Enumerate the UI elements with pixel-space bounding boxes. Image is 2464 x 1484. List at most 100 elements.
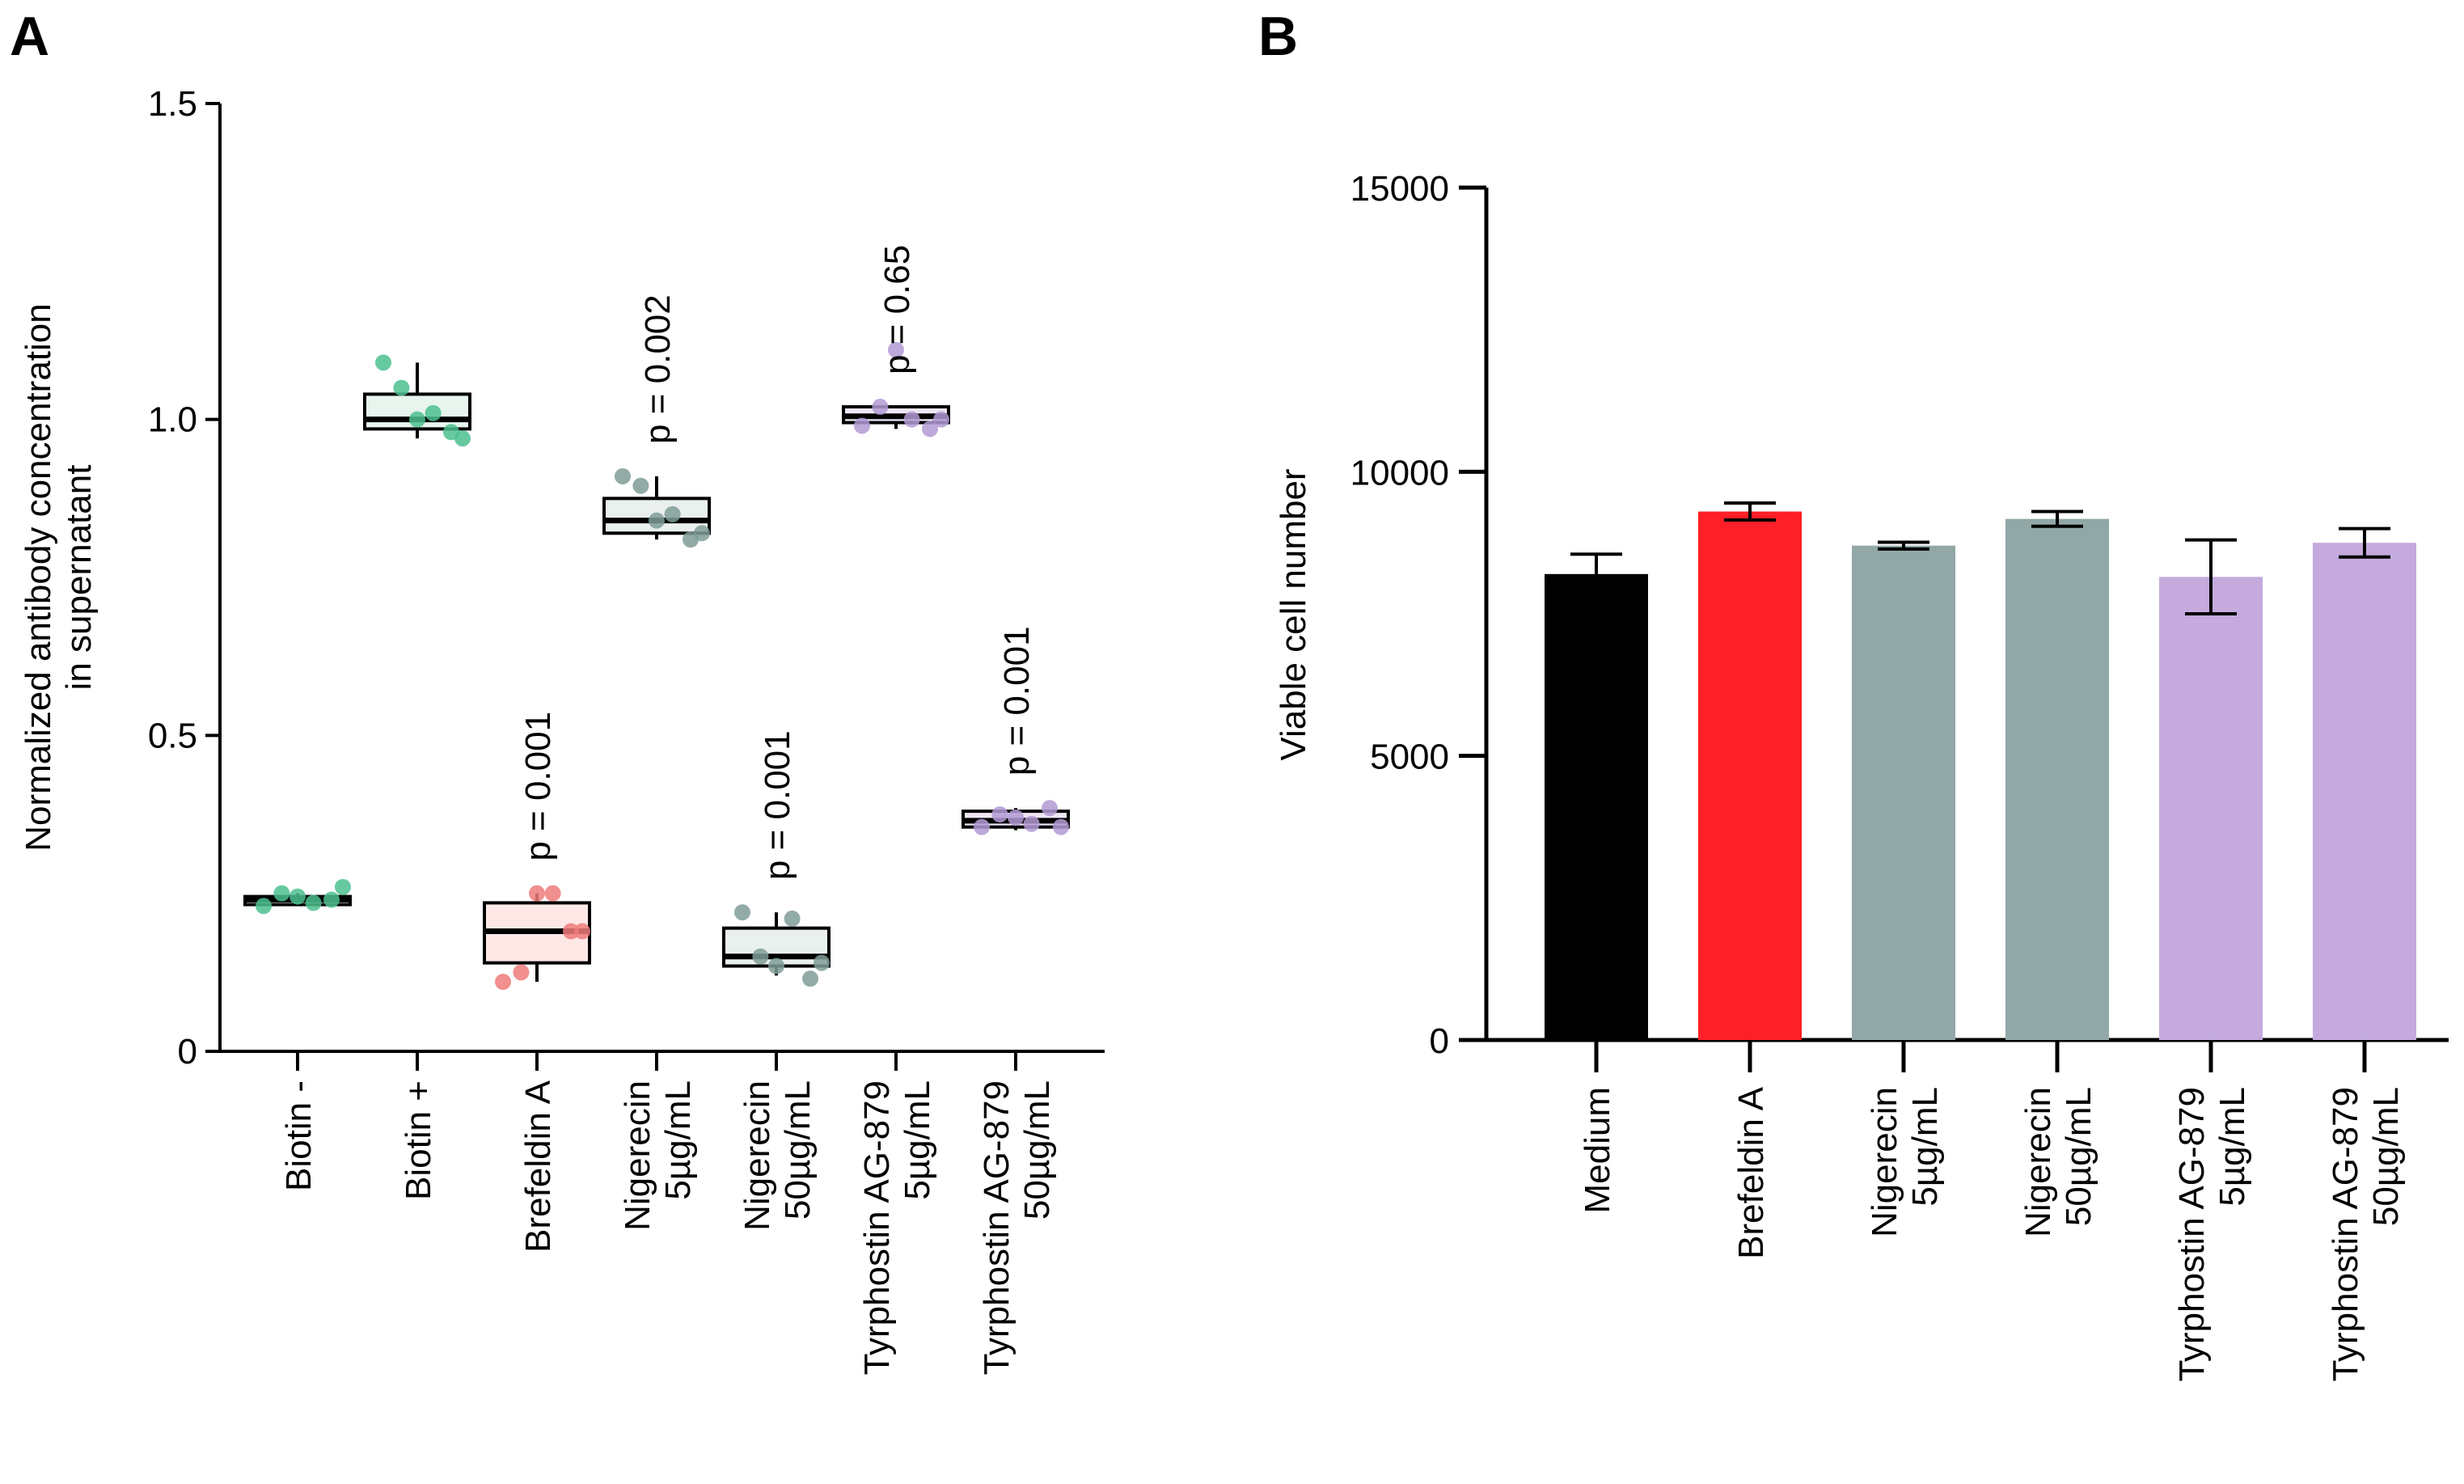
data-point [375,354,391,371]
data-point [323,891,340,908]
panel-letter-b: B [1258,6,1298,67]
data-point [632,477,649,494]
category-label-line: 50µg/mL [778,1080,818,1220]
p-value-label: p = 0.001 [997,626,1037,776]
category-label: Nigerecin50µg/mL [2018,1087,2098,1237]
category-label-line: Medium [1578,1087,1617,1214]
data-point [529,885,545,902]
bar [2005,518,2109,1040]
y-tick-label: 1.0 [148,400,197,440]
data-point [664,505,681,522]
data-point [409,411,425,428]
category-label: Brefeldin A [518,1080,558,1252]
data-point [273,885,290,902]
data-point [768,958,784,975]
data-point [1042,800,1058,817]
p-value-label: p = 0.002 [638,294,678,444]
data-point [922,421,938,438]
category-label-line: 5µg/mL [658,1080,698,1200]
y-axis-label: Normalized antibody concentrationin supe… [19,303,99,852]
category-label-line: 50µg/mL [2059,1087,2098,1226]
category-label-line: Nigerecin [1865,1087,1904,1237]
data-point [563,923,579,940]
y-axis-label: Viable cell number [1274,468,1313,760]
data-point [335,878,351,895]
data-point [933,411,949,428]
category-label: Biotin - [279,1080,319,1191]
p-value-label: p = 0.001 [518,712,558,861]
data-point [1023,815,1040,832]
category-label: Medium [1578,1087,1617,1214]
data-point [991,806,1008,822]
category-label-line: 50µg/mL [1017,1080,1057,1220]
data-point [256,898,272,915]
category-label: Brefeldin A [1731,1086,1771,1258]
y-tick-label: 0.5 [148,716,197,755]
y-tick-label: 1.5 [148,84,197,124]
category-label: Biotin + [399,1080,438,1200]
category-label-line: Tyrphostin AG-879 [977,1080,1016,1375]
category-label-line: Nigerecin [2018,1087,2058,1237]
category-label: Tyrphostin AG-87950µg/mL [977,1080,1057,1375]
category-label-line: Tyrphostin AG-879 [2172,1087,2212,1381]
category-label-line: 50µg/mL [2366,1087,2406,1226]
data-point [802,970,818,987]
data-point [1008,809,1024,826]
category-label-line: Nigerecin [618,1080,657,1231]
data-point [393,379,410,396]
bar [2159,577,2263,1040]
data-point [615,467,631,484]
data-point [574,923,590,940]
category-label: Nigerecin5µg/mL [618,1080,698,1231]
data-point [649,512,665,529]
data-point [544,885,561,902]
y-tick-label: 15000 [1350,169,1449,209]
category-label-line: Tyrphostin AG-879 [857,1080,897,1375]
data-point [974,818,990,835]
category-label: Tyrphostin AG-87950µg/mL [2326,1087,2406,1381]
y-axis-label-line: Normalized antibody concentration [19,303,58,852]
data-point [734,904,750,921]
data-point [694,525,710,542]
category-label-line: 5µg/mL [1905,1087,1945,1207]
data-point [854,417,870,434]
data-point [425,404,442,421]
category-label: Tyrphostin AG-8795µg/mL [857,1080,937,1375]
data-point [752,948,769,965]
category-label: Nigerecin50µg/mL [738,1080,818,1231]
y-tick-label: 5000 [1370,738,1449,777]
data-point [454,430,471,447]
category-label-line: Nigerecin [738,1080,777,1231]
data-point [814,954,830,971]
category-label-line: Tyrphostin AG-879 [2326,1087,2365,1381]
category-label-line: 5µg/mL [898,1080,937,1200]
data-point [872,399,889,416]
bar [1698,511,1802,1040]
category-label-line: 5µg/mL [2213,1087,2252,1207]
category-label-line: Biotin - [279,1080,319,1191]
category-label: Nigerecin5µg/mL [1865,1087,1945,1237]
data-point [305,894,322,911]
category-label-line: Brefeldin A [1731,1086,1771,1258]
data-point [513,964,530,981]
y-axis-label-line: in supernatant [59,465,99,691]
data-point [495,974,511,991]
category-label-line: Brefeldin A [518,1080,558,1252]
data-point [784,910,801,927]
data-point [888,341,904,358]
p-value-label: p = 0.65 [877,245,917,374]
panel-a-chart: 0 0.5 1.0 1.5 Normalized antibody concentrat… [19,84,1105,1375]
y-tick-label: 0 [1430,1021,1449,1061]
bar [1545,573,1648,1040]
data-point [290,888,306,905]
bar [1852,545,1955,1040]
data-point [1053,818,1069,835]
y-tick-label: 10000 [1350,453,1449,493]
panel-b-chart: 0 5000 10000 15000 Viable cell number Medium B… [1274,169,2449,1381]
y-tick-label: 0 [178,1032,197,1072]
data-point [903,411,920,428]
bar [2313,543,2416,1040]
category-label-line: Biotin + [399,1080,438,1200]
p-value-label: p = 0.001 [758,730,797,880]
